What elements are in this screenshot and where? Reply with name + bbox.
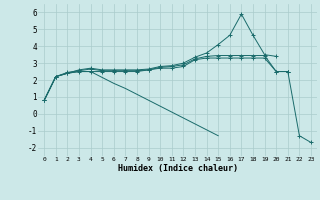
X-axis label: Humidex (Indice chaleur): Humidex (Indice chaleur) bbox=[118, 164, 238, 173]
